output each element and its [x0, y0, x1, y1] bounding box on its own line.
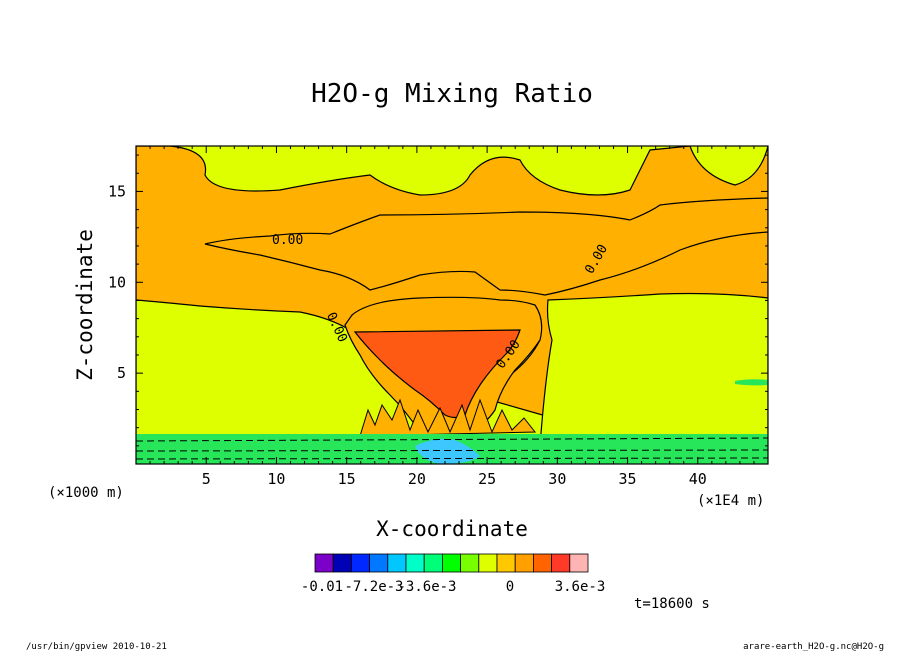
- x-tick-label: 20: [408, 470, 426, 488]
- dashed-contour-2: [136, 449, 768, 452]
- y-units-label: (×1E4 m): [697, 493, 764, 509]
- colorbar-swatch: [551, 553, 571, 573]
- colorbar-label: 3.6e-3: [555, 579, 606, 595]
- x-axis-ticks: 5 10 15 20 25 30 35 40: [149, 146, 755, 488]
- colorbar-swatch: [405, 553, 425, 573]
- dashed-contour-1: [136, 437, 768, 442]
- x-axis-label: X-coordinate: [376, 517, 528, 541]
- colorbar-swatch: [496, 553, 516, 573]
- x-tick-label: 10: [267, 470, 285, 488]
- x-tick-label: 25: [478, 470, 496, 488]
- colorbar-swatch: [314, 553, 334, 573]
- y-axis-ticks: 5 10 15: [108, 154, 768, 447]
- plot-area: 0.00 0.00 0.00 0.00: [136, 146, 768, 464]
- y-tick-label: 5: [117, 364, 126, 382]
- colorbar-label: 0: [506, 579, 514, 595]
- time-label: t=18600 s: [634, 596, 710, 612]
- colorbar-swatch: [460, 553, 480, 573]
- colorbar-swatch: [423, 553, 443, 573]
- x-tick-label: 5: [202, 470, 211, 488]
- colorbar-swatch: [369, 553, 389, 573]
- colorbar-swatch: [478, 553, 498, 573]
- colorbar-swatch: [332, 553, 352, 573]
- x-tick-label: 30: [548, 470, 566, 488]
- colorbar-swatch: [533, 553, 553, 573]
- y-axis-label: Z-coordinate: [73, 229, 97, 381]
- colorbar-swatch: [350, 553, 370, 573]
- contour-label-1: 0.00: [272, 233, 303, 248]
- dashed-contour-3: [136, 457, 768, 460]
- colorbar-swatch: [569, 553, 589, 573]
- colorbar: -0.01 -7.2e-3-3.6e-3 0 3.6e-3: [301, 553, 606, 595]
- plot-frame: [135, 145, 769, 465]
- y-tick-label: 15: [108, 182, 126, 200]
- x-tick-label: 15: [338, 470, 356, 488]
- x-units-label: (×1000 m): [48, 485, 124, 501]
- x-tick-label: 35: [619, 470, 637, 488]
- colorbar-label: -3.6e-3: [397, 579, 456, 595]
- y-tick-label: 10: [108, 273, 126, 291]
- footer-right: arare-earth_H2O-g.nc@H2O-g: [743, 642, 884, 652]
- chart-title: H2O-g Mixing Ratio: [311, 79, 593, 109]
- surface-cyan-patch: [415, 438, 480, 464]
- x-tick-label: 40: [689, 470, 707, 488]
- colorbar-swatch: [514, 553, 534, 573]
- colorbar-label: -0.01: [301, 579, 343, 595]
- colorbar-swatch: [441, 553, 461, 573]
- footer-left: /usr/bin/gpview 2010-10-21: [26, 642, 167, 652]
- colorbar-label: -7.2e-3: [344, 579, 403, 595]
- lower-yellow-right: [539, 292, 768, 447]
- colorbar-swatch: [387, 553, 407, 573]
- small-green-patch: [735, 379, 768, 386]
- surface-spikes: [359, 398, 537, 437]
